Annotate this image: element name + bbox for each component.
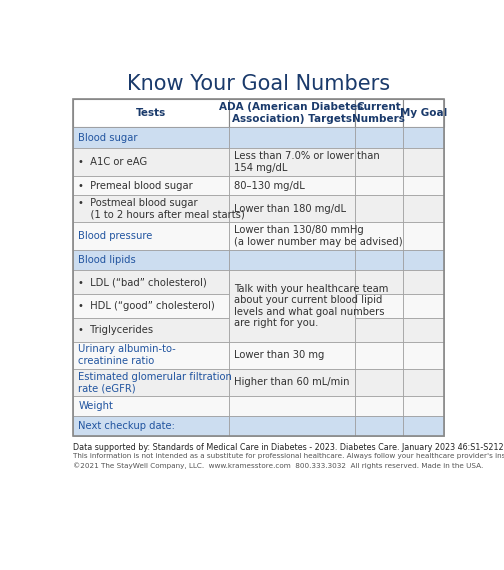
Text: Urinary albumin-to-
creatinine ratio: Urinary albumin-to- creatinine ratio bbox=[79, 344, 176, 366]
Bar bbox=[229, 195, 355, 222]
Bar bbox=[229, 250, 355, 270]
Bar bbox=[403, 369, 444, 396]
Text: Lower than 30 mg: Lower than 30 mg bbox=[234, 350, 325, 360]
Bar bbox=[355, 195, 403, 222]
Bar bbox=[355, 416, 403, 437]
Text: •  LDL (“bad” cholesterol): • LDL (“bad” cholesterol) bbox=[79, 277, 207, 287]
Text: Less than 7.0% or lower than
154 mg/dL: Less than 7.0% or lower than 154 mg/dL bbox=[234, 151, 380, 173]
Bar bbox=[403, 341, 444, 369]
Bar bbox=[229, 270, 355, 294]
Bar bbox=[73, 250, 229, 270]
Bar bbox=[403, 396, 444, 416]
Bar bbox=[73, 99, 229, 127]
Bar bbox=[355, 222, 403, 250]
Bar bbox=[229, 369, 355, 396]
Bar bbox=[73, 222, 229, 250]
Bar bbox=[229, 341, 355, 369]
Text: Higher than 60 mL/min: Higher than 60 mL/min bbox=[234, 377, 350, 388]
Bar bbox=[355, 148, 403, 176]
Text: Current
Numbers: Current Numbers bbox=[352, 103, 405, 124]
Bar bbox=[403, 222, 444, 250]
Bar bbox=[229, 222, 355, 250]
Bar bbox=[73, 396, 229, 416]
Bar bbox=[355, 270, 403, 294]
Bar bbox=[403, 416, 444, 437]
Bar bbox=[229, 396, 355, 416]
Text: Estimated glomerular filtration
rate (eGFR): Estimated glomerular filtration rate (eG… bbox=[79, 372, 232, 393]
Bar bbox=[355, 294, 403, 318]
Bar bbox=[355, 396, 403, 416]
Bar bbox=[355, 318, 403, 341]
Bar bbox=[355, 341, 403, 369]
Text: My Goal: My Goal bbox=[400, 108, 447, 118]
Text: Blood lipids: Blood lipids bbox=[79, 255, 136, 265]
Text: 80–130 mg/dL: 80–130 mg/dL bbox=[234, 181, 305, 190]
Bar bbox=[403, 195, 444, 222]
Bar bbox=[403, 270, 444, 294]
Bar bbox=[73, 294, 229, 318]
Bar bbox=[229, 176, 355, 195]
Bar bbox=[403, 318, 444, 341]
Bar bbox=[403, 250, 444, 270]
Bar bbox=[355, 369, 403, 396]
Text: •  A1C or eAG: • A1C or eAG bbox=[79, 157, 148, 167]
Bar bbox=[73, 341, 229, 369]
Bar bbox=[73, 270, 229, 294]
Bar bbox=[355, 99, 403, 127]
Text: Talk with your healthcare team
about your current blood lipid
levels and what go: Talk with your healthcare team about you… bbox=[234, 284, 389, 328]
Bar bbox=[403, 99, 444, 127]
Bar bbox=[355, 176, 403, 195]
Bar bbox=[355, 127, 403, 148]
Bar bbox=[73, 416, 229, 437]
Bar bbox=[403, 176, 444, 195]
Text: ©2021 The StayWell Company, LLC.  www.kramesstore.com  800.333.3032  All rights : ©2021 The StayWell Company, LLC. www.kra… bbox=[73, 462, 483, 469]
Bar bbox=[229, 127, 355, 148]
Text: •  HDL (“good” cholesterol): • HDL (“good” cholesterol) bbox=[79, 301, 215, 311]
Text: Next checkup date:: Next checkup date: bbox=[79, 421, 175, 431]
Bar bbox=[73, 148, 229, 176]
Bar bbox=[73, 127, 229, 148]
Text: •  Triglycerides: • Triglycerides bbox=[79, 325, 154, 335]
Text: This information is not intended as a substitute for professional healthcare. Al: This information is not intended as a su… bbox=[73, 453, 504, 459]
Bar bbox=[229, 416, 355, 437]
Text: •  Premeal blood sugar: • Premeal blood sugar bbox=[79, 181, 193, 190]
Text: Lower than 180 mg/dL: Lower than 180 mg/dL bbox=[234, 203, 346, 214]
Text: Data supported by: Standards of Medical Care in Diabetes - 2023. Diabetes Care. : Data supported by: Standards of Medical … bbox=[73, 443, 504, 451]
Text: Blood sugar: Blood sugar bbox=[79, 133, 138, 142]
Text: Know Your Goal Numbers: Know Your Goal Numbers bbox=[127, 74, 390, 94]
Text: Tests: Tests bbox=[136, 108, 166, 118]
Bar bbox=[73, 99, 444, 437]
Text: Weight: Weight bbox=[79, 401, 113, 411]
Bar bbox=[229, 148, 355, 176]
Bar bbox=[73, 176, 229, 195]
Bar bbox=[403, 127, 444, 148]
Bar bbox=[73, 195, 229, 222]
Text: ADA (American Diabetes
Association) Targets: ADA (American Diabetes Association) Targ… bbox=[219, 103, 364, 124]
Text: •  Postmeal blood sugar
    (1 to 2 hours after meal starts): • Postmeal blood sugar (1 to 2 hours aft… bbox=[79, 198, 245, 219]
Bar bbox=[229, 99, 355, 127]
Bar bbox=[355, 250, 403, 270]
Bar bbox=[73, 369, 229, 396]
Text: Blood pressure: Blood pressure bbox=[79, 231, 153, 241]
Bar bbox=[403, 294, 444, 318]
Bar bbox=[229, 270, 355, 341]
Text: Lower than 130/80 mmHg
(a lower number may be advised): Lower than 130/80 mmHg (a lower number m… bbox=[234, 225, 403, 247]
Bar bbox=[403, 148, 444, 176]
Bar bbox=[73, 318, 229, 341]
